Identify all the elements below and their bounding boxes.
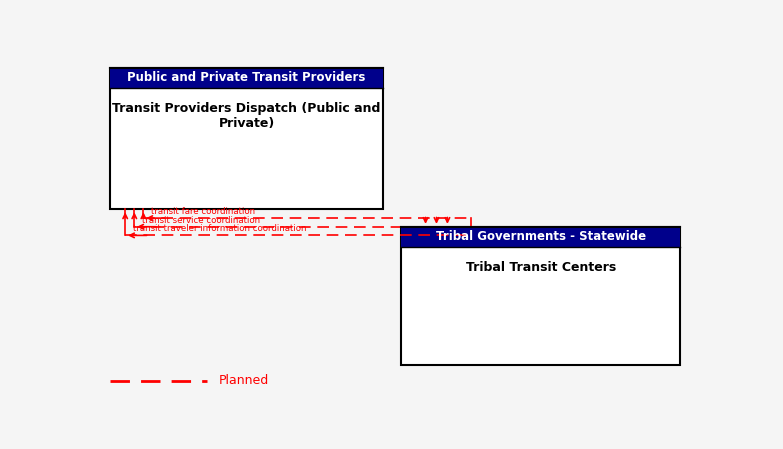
Text: Tribal Governments - Statewide: Tribal Governments - Statewide (436, 230, 646, 243)
Bar (402, 227, 680, 365)
Text: Planned: Planned (219, 374, 269, 387)
Bar (110, 68, 383, 209)
Text: transit fare coordination: transit fare coordination (151, 207, 255, 216)
Text: Transit Providers Dispatch (Public and
Private): Transit Providers Dispatch (Public and P… (112, 101, 381, 130)
Bar (110, 68, 383, 88)
Text: Public and Private Transit Providers: Public and Private Transit Providers (128, 71, 366, 84)
Text: transit service coordination: transit service coordination (143, 216, 260, 224)
Text: transit traveler information coordination: transit traveler information coordinatio… (133, 224, 307, 233)
Text: Tribal Transit Centers: Tribal Transit Centers (466, 260, 616, 273)
Bar (402, 227, 680, 247)
